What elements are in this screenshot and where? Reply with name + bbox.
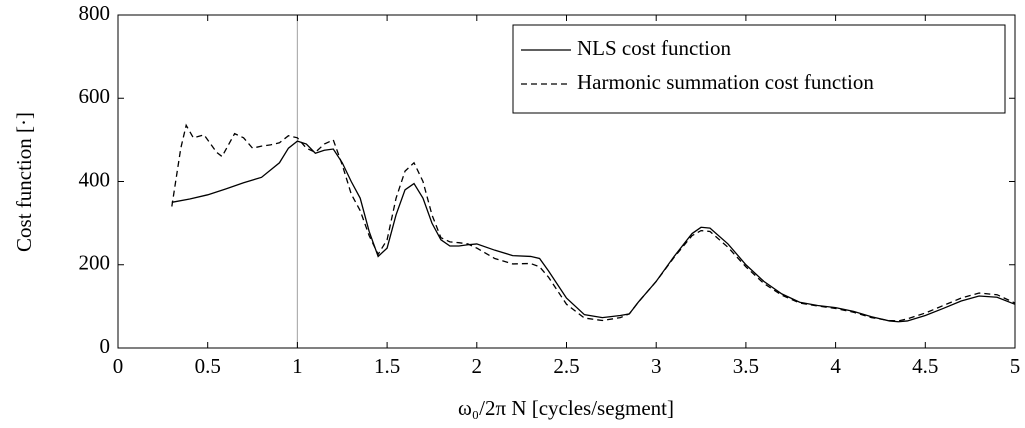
series-line: [171, 140, 1016, 323]
x-tick-label: 4: [830, 354, 841, 378]
x-tick-label: 5: [1010, 354, 1021, 378]
x-tick-label: 2: [472, 354, 483, 378]
x-tick-label: 3: [651, 354, 662, 378]
x-tick-label: 3.5: [733, 354, 759, 378]
x-axis-label: ω₀/2π N [cycles/segment]: [458, 396, 674, 420]
x-tick-label: 1: [292, 354, 303, 378]
x-tick-label: 0: [113, 354, 124, 378]
x-tick-label: 1.5: [374, 354, 400, 378]
y-tick-label: 400: [79, 167, 111, 191]
y-axis-label: Cost function [·]: [12, 112, 36, 252]
x-tick-label: 4.5: [912, 354, 938, 378]
x-tick-label: 2.5: [553, 354, 579, 378]
y-tick-label: 800: [79, 1, 111, 25]
y-tick-label: 600: [79, 84, 111, 108]
y-tick-label: 200: [79, 251, 111, 275]
x-tick-label: 0.5: [195, 354, 221, 378]
legend-label: Harmonic summation cost function: [577, 70, 874, 94]
series-line: [171, 123, 1016, 322]
legend-label: NLS cost function: [577, 36, 731, 60]
y-tick-label: 0: [100, 334, 111, 358]
legend-box: [512, 24, 1006, 114]
plot-frame: [117, 14, 1016, 349]
